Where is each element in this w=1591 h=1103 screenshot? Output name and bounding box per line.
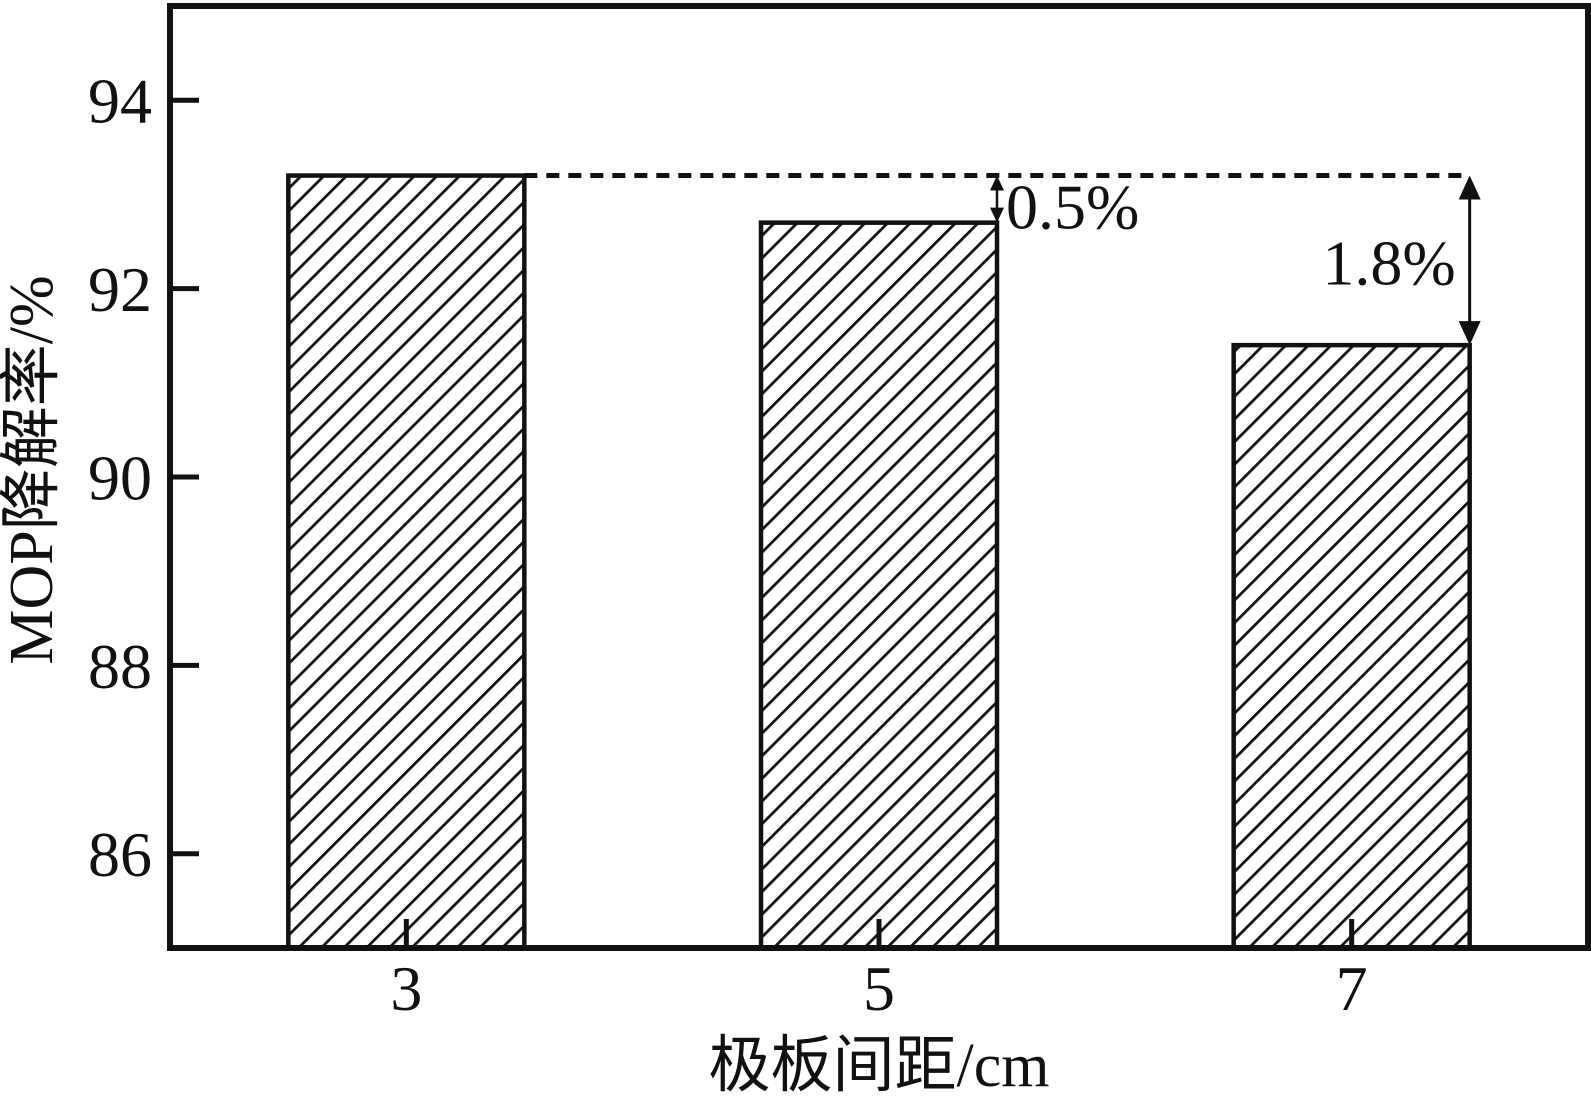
bar-category-5 — [758, 220, 1000, 951]
bar-category-3 — [286, 173, 527, 951]
y-axis-title: MOP降解率/% — [0, 275, 66, 664]
x-tick-label-7: 7 — [1336, 953, 1368, 1024]
x-tick-label-3: 3 — [390, 953, 422, 1024]
y-tick-label-88: 88 — [88, 631, 152, 702]
diff-arrow-0.5-percent-head-up — [990, 175, 1004, 191]
axis-ticks-group — [173, 97, 1355, 945]
bar-category-7 — [1231, 342, 1472, 951]
diff-arrow-0.5-percent-head-down — [990, 207, 1004, 223]
bars-group — [286, 173, 1472, 951]
diff-arrow-1.8-percent-head-up — [1458, 175, 1481, 200]
y-tick-label-92: 92 — [88, 254, 152, 325]
annotation-label-1.8-percent: 1.8% — [1322, 227, 1455, 298]
tick-labels-group: 86 88 90 92 94 3 5 7 — [88, 66, 1368, 1024]
x-tick-label-5: 5 — [863, 953, 895, 1024]
annotations-group — [524, 173, 1481, 346]
y-tick-label-94: 94 — [88, 66, 152, 137]
annotation-label-0.5-percent: 0.5% — [1006, 172, 1139, 243]
y-tick-label-90: 90 — [88, 442, 152, 513]
y-tick-label-86: 86 — [88, 819, 152, 890]
x-axis-title: 极板间距/cm — [709, 1032, 1050, 1100]
plot-frame — [167, 3, 1591, 951]
diff-arrow-1.8-percent-head-down — [1458, 321, 1481, 346]
